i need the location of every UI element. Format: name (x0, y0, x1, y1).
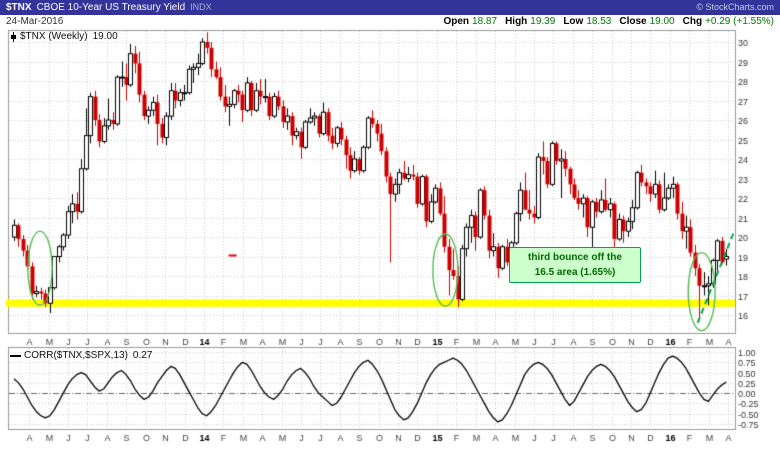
open-value: 18.87 (472, 16, 498, 27)
header-left: $TNX CBOE 10-Year US Treasury Yield INDX (6, 0, 212, 15)
annotation-line2: 16.5 area (1.65%) (534, 267, 616, 278)
line-swatch-icon (10, 354, 21, 357)
exchange-label: INDX (190, 2, 212, 12)
high-value: 19.39 (530, 16, 556, 27)
low-label: Low (563, 16, 584, 27)
corr-legend-label: CORR($TNX,$SPX,13) (24, 350, 128, 361)
copyright-label: © StockCharts.com (696, 2, 774, 12)
annotation-callout: third bounce off the 16.5 area (1.65%) (509, 247, 641, 283)
chart-header: $TNX CBOE 10-Year US Treasury Yield INDX ©… (0, 0, 780, 15)
symbol-label: $TNX (6, 2, 32, 13)
corr-legend-value: 0.27 (132, 350, 153, 361)
price-legend-value: 19.00 (92, 31, 118, 42)
instrument-name: CBOE 10-Year US Treasury Yield (36, 2, 186, 13)
open-label: Open (443, 16, 470, 27)
chg-label: Chg (682, 16, 703, 27)
ohlc-summary: Open 18.87 High 19.39 Low 18.53 Close 19.00 Chg +… (435, 15, 774, 29)
close-value: 19.00 (649, 16, 675, 27)
high-label: High (505, 16, 528, 27)
corr-panel-legend: CORR($TNX,$SPX,13) 0.27 (10, 350, 152, 361)
low-value: 18.53 (586, 16, 612, 27)
annotation-line1: third bounce off the (528, 252, 622, 263)
chart-canvas (0, 29, 780, 465)
chg-value: +0.29 (+1.55%) (705, 16, 774, 27)
price-panel-legend: $TNX (Weekly) 19.00 (10, 31, 118, 42)
quote-info-row: 24-Mar-2016 Open 18.87 High 19.39 Low 18.53 Cl… (0, 15, 780, 29)
candlestick-icon (10, 31, 17, 42)
quote-date: 24-Mar-2016 (6, 16, 64, 27)
close-label: Close (619, 16, 647, 27)
price-legend-label: $TNX (Weekly) (20, 31, 88, 42)
